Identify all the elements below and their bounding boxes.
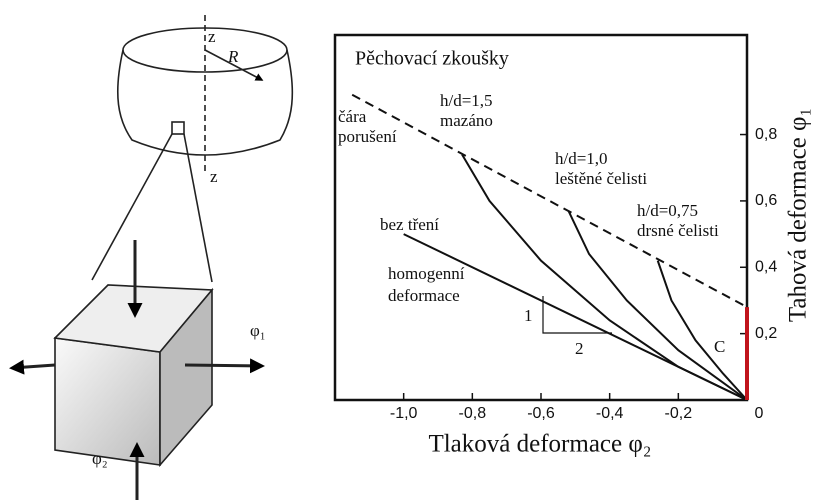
annotation: 2 [575, 339, 584, 358]
phi1-label: φ₁ [250, 321, 266, 340]
y-axis-title: Tahová deformace φ₁ [785, 108, 812, 322]
x-tick-label: -0,4 [596, 405, 624, 422]
series-label: porušení [338, 127, 397, 146]
chart-title: Pěchovací zkoušky [355, 48, 509, 70]
series-label: drsné čelisti [637, 221, 719, 240]
figure: z R z φ₁ φ₂ Pěchovací zkoušky Tlaková de… [0, 0, 818, 503]
axis-letter: z [208, 27, 216, 46]
x-tick-label: -0,6 [527, 405, 555, 422]
series-label: bez tření [380, 215, 439, 234]
annotation: deformace [388, 286, 460, 305]
schematic [12, 15, 292, 500]
series-label: C [714, 337, 725, 356]
annotation: 1 [524, 306, 533, 325]
y-tick-label: 0,2 [755, 325, 777, 342]
x-tick-label: -1,0 [390, 405, 418, 422]
series-label: h/d=1,0 [555, 149, 608, 168]
x-tick-label: -0,8 [459, 405, 487, 422]
annotation: homogenní [388, 264, 465, 283]
plot-area: -1,0 -0,8 -0,6 -0,4 -0,2 0 0,2 0,4 0,6 0,8 čárapor… [338, 91, 777, 422]
series-label: mazáno [440, 111, 493, 130]
series-label: čára [338, 107, 367, 126]
axis-letter: z [210, 167, 218, 186]
x-tick-label: -0,2 [665, 405, 693, 422]
x-tick-label: 0 [755, 405, 764, 422]
x-axis-title: Tlaková deformace φ₂ [428, 431, 651, 458]
phi2-label: φ₂ [92, 449, 108, 468]
radius-letter: R [227, 47, 239, 66]
series-label: leštěné čelisti [555, 169, 647, 188]
series-label: h/d=1,5 [440, 91, 493, 110]
y-tick-label: 0,8 [755, 126, 777, 143]
page: z R z φ₁ φ₂ Pěchovací zkoušky Tlaková de… [0, 0, 818, 503]
y-tick-label: 0,6 [755, 192, 777, 209]
y-tick-label: 0,4 [755, 258, 777, 275]
series-label: h/d=0,75 [637, 201, 698, 220]
series-line [462, 154, 747, 400]
